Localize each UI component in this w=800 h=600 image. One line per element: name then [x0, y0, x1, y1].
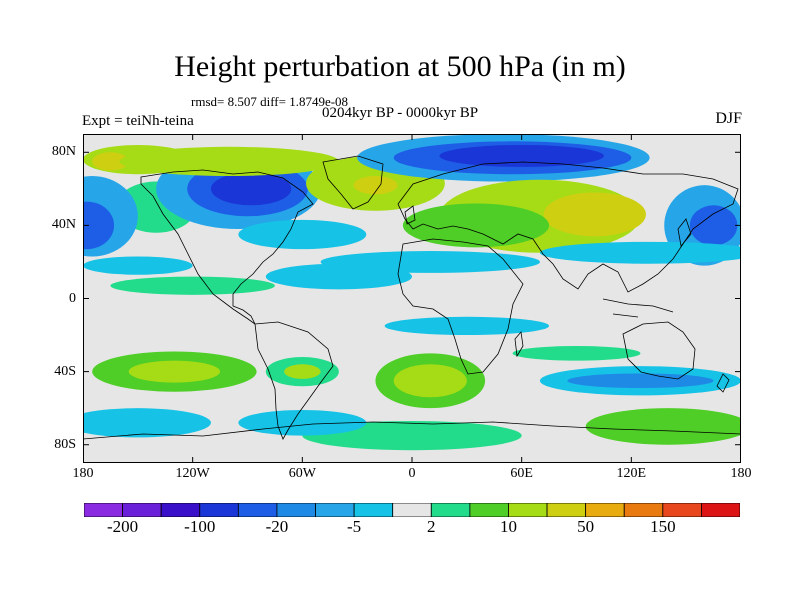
colorbar-box [237, 503, 278, 517]
colorbar-tick-label: -5 [347, 517, 362, 536]
coastline-greenland [322, 155, 384, 210]
colorbar-tick-label: 50 [577, 517, 595, 536]
field-patch [92, 152, 129, 171]
field-patch [119, 146, 339, 177]
colorbar-tick-label: 150 [650, 517, 676, 536]
colorbar-box [585, 503, 625, 517]
colorbar-box [315, 503, 355, 517]
field-patch [320, 250, 540, 273]
colorbar-box [392, 503, 432, 517]
colorbar-box [84, 503, 123, 517]
lat-tick-label: 80S [54, 436, 76, 452]
field-patch [585, 408, 741, 445]
coastline-madagascar [514, 331, 524, 358]
colorbar-tick-label: -20 [265, 517, 289, 536]
field-patch [393, 364, 467, 398]
colorbar-tick-label: -200 [106, 517, 139, 536]
colorbar-box [508, 503, 548, 517]
lon-tick-label: 0 [408, 466, 416, 481]
field-patch [353, 176, 398, 195]
plot-title: Height perturbation at 500 hPa (in m) [174, 50, 626, 83]
colorbar-box [469, 503, 509, 517]
field-patch [439, 144, 604, 167]
lat-tick-label: 40S [54, 363, 76, 379]
colorbar-box [353, 503, 394, 517]
colorbar-box [276, 503, 316, 517]
colorbar-box [623, 503, 664, 517]
coastline-antarctica [83, 421, 741, 440]
coastline-south-america [254, 321, 334, 440]
field-patch [689, 205, 738, 246]
field-patch [83, 201, 115, 250]
coastline-layer [83, 155, 741, 440]
height-field-layer [83, 134, 741, 451]
rmsd-diff-stats: rmsd= 8.507 diff= 1.8749e-08 [191, 94, 349, 109]
lon-tick-label: 60W [288, 466, 316, 481]
time-period-label: 0204kyr BP - 0000kyr BP [322, 105, 479, 121]
field-patch [83, 408, 211, 438]
field-patch [83, 256, 193, 275]
lon-tick-label: 120W [175, 466, 210, 481]
axis-ticks [83, 134, 741, 463]
colorbar-box [122, 503, 162, 517]
coastline-british-isles [404, 205, 416, 225]
coastline-north-america [140, 169, 314, 325]
map-canvas [83, 134, 741, 463]
map-panel [83, 134, 741, 463]
colorbar [84, 503, 740, 517]
colorbar-box [199, 503, 239, 517]
lon-tick-label: 180 [72, 466, 94, 481]
season-label: DJF [715, 110, 742, 127]
lat-tick-label: 40N [51, 217, 76, 233]
colorbar-box [430, 503, 471, 517]
lon-tick-label: 120E [616, 466, 647, 481]
field-patch [284, 364, 321, 379]
field-patch [110, 276, 275, 295]
field-patch [128, 360, 221, 383]
field-patch [543, 192, 646, 237]
lat-tick-label: 80N [51, 144, 76, 160]
coastline-new-zealand [716, 373, 730, 393]
lon-tick-label: 60E [510, 466, 533, 481]
coastline-australia [622, 321, 696, 380]
colorbar-box [160, 503, 201, 517]
field-patch [384, 316, 550, 336]
lat-tick-label: 0 [69, 290, 76, 306]
coastline-japan [677, 218, 692, 247]
colorbar-tick-label: -100 [184, 517, 216, 536]
coastline-eurasia [397, 161, 739, 293]
colorbar-canvas [84, 503, 740, 517]
field-patch [567, 373, 714, 389]
field-patch [512, 346, 641, 361]
colorbar-box [662, 503, 702, 517]
experiment-label: Expt = teiNh-teina [82, 113, 194, 129]
colorbar-tick-label: 2 [427, 517, 436, 536]
lon-tick-label: 180 [730, 466, 752, 481]
field-patch [238, 219, 367, 250]
colorbar-tick-label: 10 [499, 517, 517, 536]
field-patch [402, 203, 550, 248]
coastline-africa [397, 238, 524, 375]
colorbar-box [701, 503, 740, 517]
colorbar-box [546, 503, 587, 517]
field-patch [238, 409, 367, 436]
field-patch [539, 241, 741, 264]
field-patch [210, 172, 292, 206]
coastline-maritime-continent [602, 298, 674, 318]
